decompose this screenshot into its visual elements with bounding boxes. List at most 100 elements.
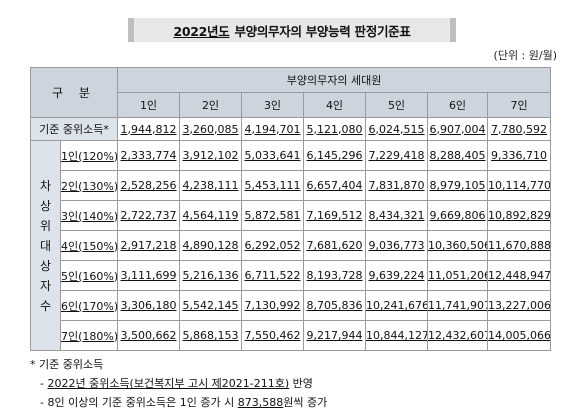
table-cell: 10,360,506 [427,230,488,261]
table-cell: 8,193,728 [303,260,366,291]
footnote-line-2-suffix: 원씩 증가 [283,396,328,409]
table-row: 5인(160%) 3,111,699 5,216,136 6,711,522 8,193… [31,260,552,291]
table-cell: 9,036,773 [365,230,428,261]
column-header: 4인 [303,92,366,118]
table-cell: 2,333,774 [117,140,180,171]
table-cell: 14,005,066 [486,320,552,351]
base-income-value: 7,780,592 [486,117,552,141]
title-year: 2022년도 [173,23,230,39]
table-cell: 3,111,699 [117,260,180,291]
table-cell: 8,434,321 [365,200,428,231]
side-label-char: 자 [39,278,52,293]
base-income-row: 기준 중위소득* 1,944,812 3,260,085 4,194,701 5,12… [30,117,552,141]
footnote-line-2: - 8인 이상의 기준 중위소득은 1인 증가 시 873,588원씩 증가 [30,393,327,412]
table-cell: 10,844,127 [365,320,428,351]
table-cell: 11,670,888 [486,230,552,261]
base-income-value: 3,260,085 [179,117,242,141]
footnote-line-1: - 2022년 중위소득(보건복지부 고시 제2021-211호) 반영 [30,374,327,393]
table-cell: 5,453,111 [241,170,304,201]
column-header: 7인 [486,92,552,118]
footnote-line-1-underlined: 2022년 중위소득(보건복지부 고시 제2021-211호) [47,377,290,390]
row-label: 1인(120%) [60,140,118,171]
row-label: 7인(180%) [60,320,118,351]
row-label: 6인(170%) [60,290,118,321]
table-row: 2인(130%) 2,528,256 4,238,111 5,453,111 6,657… [31,170,552,201]
table-cell: 3,500,662 [117,320,180,351]
table-cell: 6,145,296 [303,140,366,171]
column-header: 3인 [241,92,304,118]
row-label: 2인(130%) [60,170,118,201]
base-income-value: 6,024,515 [365,117,428,141]
side-label-char: 상 [39,198,52,213]
footnote-line-2-amount: 873,588 [237,396,284,409]
column-header: 1인 [117,92,180,118]
table-cell: 10,241,676 [365,290,428,321]
side-label-char: 수 [39,298,52,313]
table-cell: 5,872,581 [241,200,304,231]
table-cell: 8,288,405 [427,140,488,171]
column-header: 2인 [179,92,242,118]
header-gubun: 구 분 [30,67,118,118]
footnotes: * 기준 중위소득 - 2022년 중위소득(보건복지부 고시 제2021-21… [30,355,327,412]
table-cell: 7,169,512 [303,200,366,231]
table-cell: 8,705,836 [303,290,366,321]
side-label-char: 차 [39,178,52,193]
column-header: 5인 [365,92,428,118]
table-cell: 5,033,641 [241,140,304,171]
table-cell: 7,681,620 [303,230,366,261]
table-cell: 3,912,102 [179,140,242,171]
table-cell: 5,868,153 [179,320,242,351]
table-cell: 12,432,607 [427,320,488,351]
table-cell: 5,216,136 [179,260,242,291]
table-cell: 5,542,145 [179,290,242,321]
table-cell: 9,336,710 [486,140,552,171]
side-label-char: 위 [39,218,52,233]
table-cell: 9,639,224 [365,260,428,291]
table-row: 3인(140%) 2,722,737 4,564,119 5,872,581 7,169… [31,200,552,231]
column-header: 6인 [427,92,488,118]
table-cell: 12,448,947 [486,260,552,291]
table-cell: 9,669,806 [427,200,488,231]
table-cell: 2,917,218 [117,230,180,261]
table-cell: 10,114,770 [486,170,552,201]
row-label: 3인(140%) [60,200,118,231]
base-income-label: 기준 중위소득* [30,117,118,141]
column-header-row: 1인 2인 3인 4인 5인 6인 7인 [31,92,552,118]
unit-label: (단위 : 원/월) [493,49,557,62]
footnote-line-1-suffix: 반영 [289,377,313,390]
table-cell: 7,550,462 [241,320,304,351]
table-cell: 6,711,522 [241,260,304,291]
criteria-table: 구 분 부양의무자의 세대원 1인 2인 3인 4인 5인 6인 7인 기준 중위소득* 1… [30,67,552,351]
table-cell: 4,238,111 [179,170,242,201]
table-cell: 11,741,907 [427,290,488,321]
base-income-value: 4,194,701 [241,117,304,141]
page-title: 2022년도 부양의무자의 부양능력 판정기준표 [128,18,456,42]
side-label-char: 대 [39,238,52,253]
table-row: 차 상 위 대 상 자 수 1인(120%) 2,333,774 3,912,102 5,033,6… [30,140,552,351]
table-cell: 8,979,105 [427,170,488,201]
table-row: 6인(170%) 3,306,180 5,542,145 7,130,992 8,705… [31,290,552,321]
footnote-line-2-prefix: - 8인 이상의 기준 중위소득은 1인 증가 시 [40,396,238,409]
title-text: 부양의무자의 부양능력 판정기준표 [234,23,411,39]
base-income-value: 6,907,004 [427,117,488,141]
table-cell: 11,051,206 [427,260,488,291]
table-cell: 6,657,404 [303,170,366,201]
footnote-line-1-prefix: - [40,377,48,390]
table-row: 4인(150%) 2,917,218 4,890,128 6,292,052 7,681… [31,230,552,261]
table-cell: 7,831,870 [365,170,428,201]
table-cell: 4,890,128 [179,230,242,261]
table-cell: 6,292,052 [241,230,304,261]
table-cell: 13,227,006 [486,290,552,321]
footnote-head: * 기준 중위소득 [30,358,104,371]
row-label: 4인(150%) [60,230,118,261]
table-cell: 2,722,737 [117,200,180,231]
row-label: 5인(160%) [60,260,118,291]
table-row: 7인(180%) 3,500,662 5,868,153 7,550,462 9,217… [31,320,552,351]
header-household: 부양의무자의 세대원 [116,67,552,93]
table-cell: 9,217,944 [303,320,366,351]
base-income-value: 5,121,080 [303,117,366,141]
table-cell: 10,892,829 [486,200,552,231]
base-income-value: 1,944,812 [117,117,180,141]
table-cell: 7,130,992 [241,290,304,321]
